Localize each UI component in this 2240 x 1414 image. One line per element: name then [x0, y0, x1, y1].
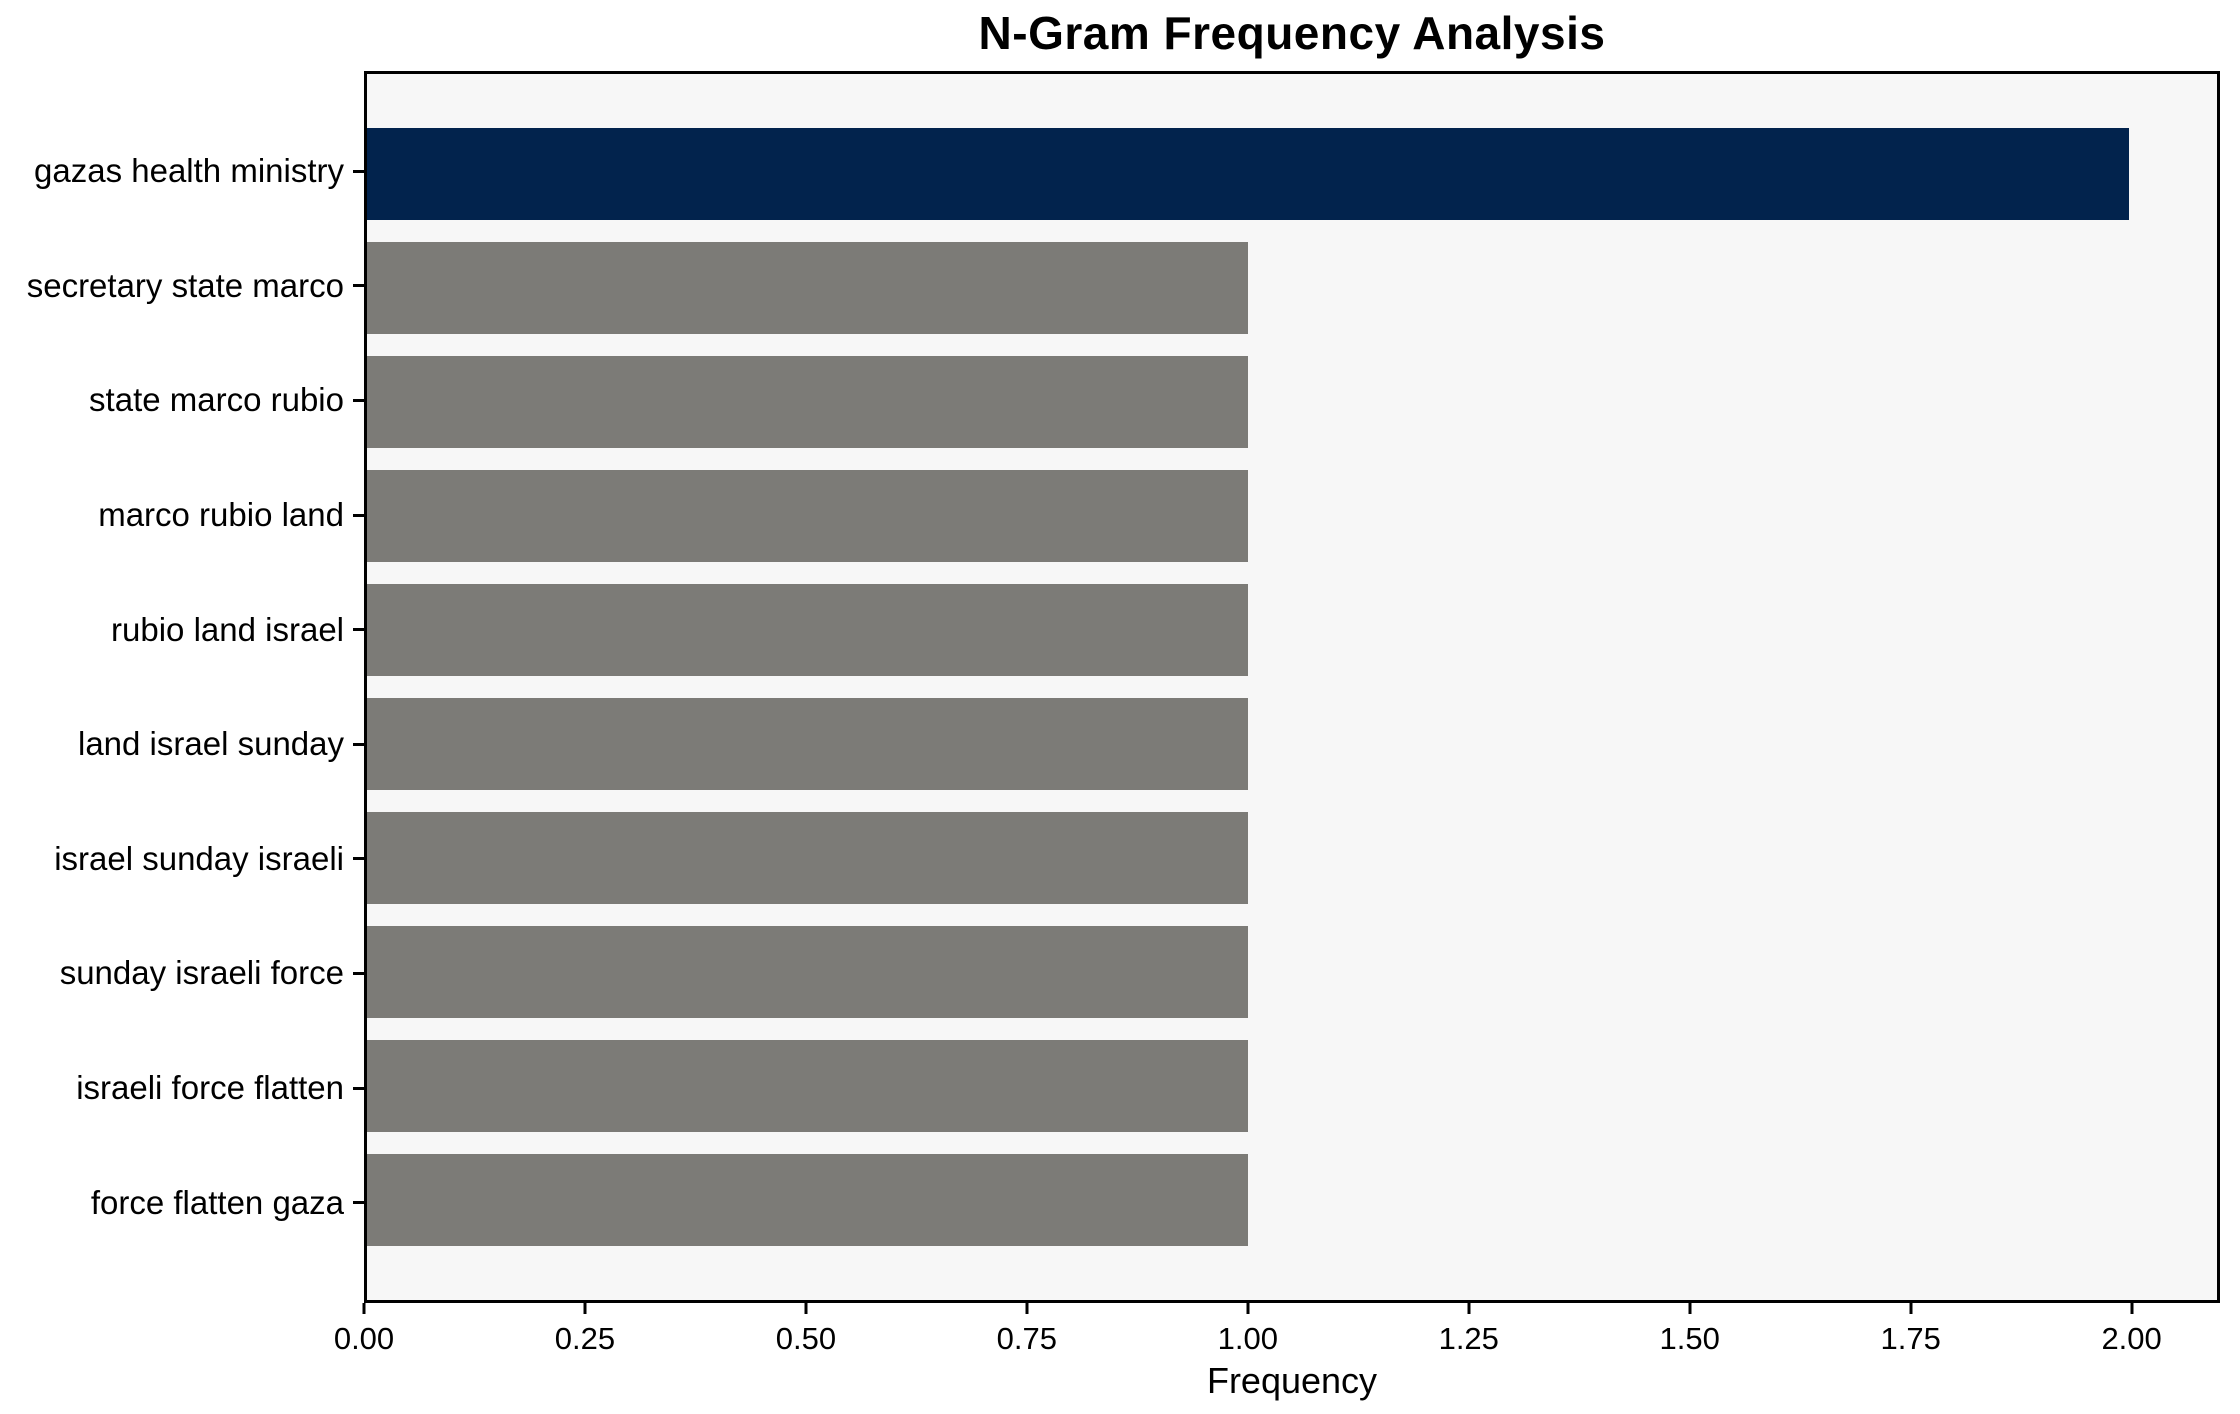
x-tick-mark — [1025, 1303, 1029, 1314]
y-tick-mark — [353, 1086, 364, 1090]
y-tick-mark — [353, 169, 364, 173]
bar — [367, 128, 2129, 220]
y-tick-row: force flatten gaza — [0, 1145, 364, 1260]
x-axis-label: Frequency — [1206, 1360, 1378, 1401]
y-tick-row: israeli force flatten — [0, 1031, 364, 1146]
y-tick-label: rubio land israel — [111, 610, 344, 648]
y-tick-row: sunday israeli force — [0, 916, 364, 1031]
bar — [367, 812, 1248, 904]
y-tick-row: marco rubio land — [0, 458, 364, 573]
y-tick-label: secretary state marco — [26, 266, 344, 304]
y-tick-label: force flatten gaza — [90, 1183, 344, 1221]
bar — [367, 926, 1248, 1018]
bar-row — [367, 687, 2217, 801]
bar-row — [367, 345, 2217, 459]
y-tick-mark — [353, 398, 364, 402]
y-tick-row: rubio land israel — [0, 572, 364, 687]
x-tick-label: 1.25 — [1438, 1321, 1499, 1356]
x-tick-mark — [1909, 1303, 1913, 1314]
y-tick-label: marco rubio land — [98, 496, 344, 534]
x-tick-label: 0.00 — [333, 1321, 395, 1356]
bar — [367, 698, 1248, 790]
bar-row — [367, 117, 2217, 231]
x-tick-label: 2.00 — [2101, 1321, 2162, 1356]
x-tick-label: 1.75 — [1880, 1321, 1941, 1356]
y-tick-mark — [353, 971, 364, 975]
x-tick-label: 0.25 — [554, 1321, 616, 1356]
y-tick-mark — [353, 857, 364, 861]
x-tick-mark — [804, 1303, 808, 1314]
bar — [367, 584, 1248, 676]
bar-row — [367, 915, 2217, 1029]
bar-row — [367, 1143, 2217, 1257]
plot-area — [364, 71, 2220, 1303]
bar — [367, 1154, 1248, 1246]
y-tick-row: state marco rubio — [0, 343, 364, 458]
x-tick-mark — [2130, 1303, 2134, 1314]
x-tick-mark — [1246, 1303, 1250, 1314]
bar-row — [367, 573, 2217, 687]
y-tick-row: secretary state marco — [0, 229, 364, 344]
y-tick-label: state marco rubio — [89, 381, 344, 419]
y-tick-mark — [353, 1201, 364, 1205]
y-tick-label: israel sunday israeli — [54, 839, 344, 877]
y-tick-label: israeli force flatten — [76, 1069, 344, 1107]
chart-title: N-Gram Frequency Analysis — [978, 7, 1606, 59]
y-tick-label: land israel sunday — [78, 725, 344, 763]
x-axis: 0.00 0.25 0.50 0.75 1.00 1.25 1.50 1.75 2.00 — [334, 1303, 2220, 1373]
y-tick-row: israel sunday israeli — [0, 802, 364, 917]
x-tick-label: 1.50 — [1659, 1321, 1720, 1356]
y-axis: gazas health ministry secretary state mar… — [0, 71, 364, 1303]
x-tick-label: 1.00 — [1217, 1321, 1278, 1356]
bar — [367, 470, 1248, 562]
bar-row — [367, 231, 2217, 345]
bars-container — [367, 74, 2217, 1300]
x-tick-mark — [1467, 1303, 1471, 1314]
y-tick-label: gazas health ministry — [34, 152, 344, 190]
y-tick-mark — [353, 628, 364, 632]
y-tick-mark — [353, 742, 364, 746]
x-tick-mark — [1688, 1303, 1692, 1314]
bar — [367, 356, 1248, 448]
y-tick-row: gazas health ministry — [0, 114, 364, 229]
y-tick-label: sunday israeli force — [59, 954, 344, 992]
x-tick-mark — [583, 1303, 587, 1314]
x-tick-label: 0.75 — [996, 1321, 1058, 1356]
bar-row — [367, 1029, 2217, 1143]
bar — [367, 242, 1248, 334]
x-tick-label: 0.50 — [775, 1321, 837, 1356]
y-tick-mark — [353, 284, 364, 288]
bar — [367, 1040, 1248, 1132]
x-tick-mark — [362, 1303, 366, 1314]
y-tick-row: land israel sunday — [0, 687, 364, 802]
bar-row — [367, 459, 2217, 573]
bar-row — [367, 801, 2217, 915]
y-tick-mark — [353, 513, 364, 517]
